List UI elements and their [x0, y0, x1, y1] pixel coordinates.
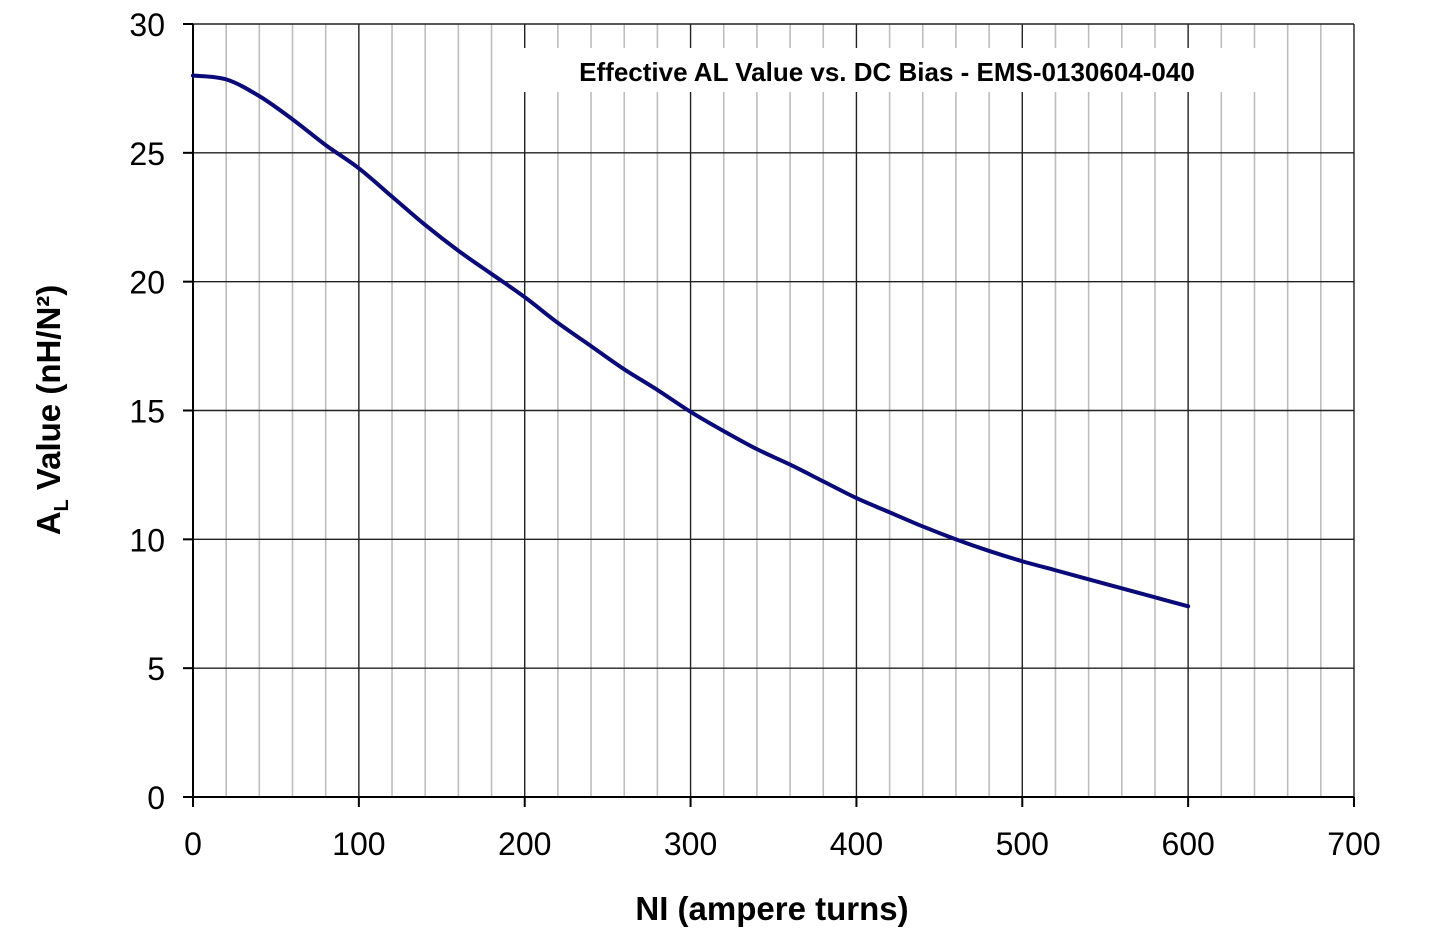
chart-title: Effective AL Value vs. DC Bias - EMS-013…: [579, 57, 1195, 87]
x-tick-label: 300: [664, 826, 717, 862]
x-tick-label: 400: [830, 826, 883, 862]
y-tick-label: 25: [129, 136, 165, 172]
y-axis-title: AL Value (nH/N²): [30, 285, 73, 536]
x-tick-label: 0: [184, 826, 202, 862]
y-axis-title-subscript: L: [51, 499, 73, 511]
x-tick-label: 700: [1327, 826, 1380, 862]
y-axis-title-main: A: [30, 511, 67, 535]
y-tick-label: 30: [129, 7, 165, 43]
axes: [183, 23, 1355, 807]
y-tick-label: 20: [129, 265, 165, 301]
x-tick-label: 100: [332, 826, 385, 862]
x-tick-label: 600: [1161, 826, 1214, 862]
y-tick-label: 0: [147, 780, 165, 816]
y-tick-label: 5: [147, 651, 165, 687]
x-tick-label: 200: [498, 826, 551, 862]
y-tick-label: 15: [129, 394, 165, 430]
series-line: [191, 73, 1191, 609]
y-axis-title-rest: Value (nH/N²): [30, 285, 67, 500]
tick-labels: 0 100 200 300 400 500 600 700 0 5 10 15 20 25 30: [129, 7, 1380, 862]
y-tick-label: 10: [129, 522, 165, 558]
chart-title-background: [500, 48, 1275, 92]
x-tick-label: 500: [996, 826, 1049, 862]
x-axis-title: NI (ampere turns): [635, 890, 908, 927]
